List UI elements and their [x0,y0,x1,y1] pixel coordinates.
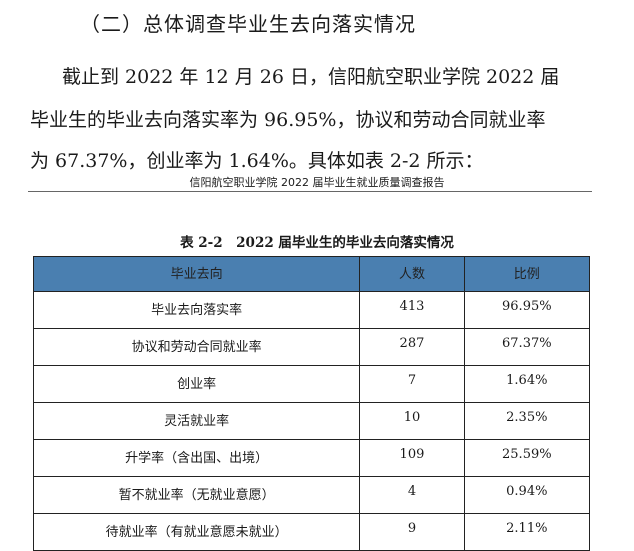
cell-category: 待就业率（有就业意愿未就业） [32,513,361,551]
section-heading: （二）总体调查毕业生去向落实情况 [80,12,416,36]
cell-count: 4 [359,476,465,514]
cell-ratio: 96.95% [463,291,591,329]
cell-ratio: 2.35% [463,402,591,440]
cell-ratio: 0.94% [463,476,591,514]
table-row: 协议和劳动合同就业率 287 67.37% [32,328,591,366]
destination-table: 毕业去向 人数 比例 毕业去向落实率 413 96.95% 协议和劳动合同就业率… [32,256,591,551]
cell-category: 暂不就业率（无就业意愿） [32,476,361,514]
cell-ratio: 1.64% [463,365,591,403]
paragraph-line-3: 为 67.37%，创业率为 1.64%。具体如表 2-2 所示： [30,150,484,172]
paragraph-line-2: 毕业生的毕业去向落实率为 96.95%，协议和劳动合同就业率 [30,109,546,131]
table-row: 待就业率（有就业意愿未就业） 9 2.11% [32,513,591,551]
cell-count: 413 [359,291,465,329]
cell-category: 升学率（含出国、出境） [32,439,361,477]
cell-ratio: 2.11% [463,513,591,551]
cell-category: 协议和劳动合同就业率 [32,328,361,366]
column-header-category: 毕业去向 [32,256,361,292]
header-divider [28,191,592,192]
table-row: 灵活就业率 10 2.35% [32,402,591,440]
cell-ratio: 67.37% [463,328,591,366]
table-header-row: 毕业去向 人数 比例 [32,256,591,292]
cell-ratio: 25.59% [463,439,591,477]
cell-count: 287 [359,328,465,366]
cell-category: 创业率 [32,365,361,403]
cell-category: 灵活就业率 [32,402,361,440]
cell-count: 109 [359,439,465,477]
cell-count: 7 [359,365,465,403]
running-header: 信阳航空职业学院 2022 届毕业生就业质量调查报告 [189,176,445,189]
table-row: 毕业去向落实率 413 96.95% [32,291,591,329]
cell-count: 9 [359,513,465,551]
table-caption: 表 2-2 2022 届毕业生的毕业去向落实情况 [180,235,454,251]
cell-count: 10 [359,402,465,440]
table-row: 升学率（含出国、出境） 109 25.59% [32,439,591,477]
cell-category: 毕业去向落实率 [32,291,361,329]
paragraph-line-1: 截止到 2022 年 12 月 26 日，信阳航空职业学院 2022 届 [62,66,560,88]
column-header-ratio: 比例 [463,256,591,292]
column-header-count: 人数 [359,256,465,292]
table-row: 暂不就业率（无就业意愿） 4 0.94% [32,476,591,514]
table-row: 创业率 7 1.64% [32,365,591,403]
